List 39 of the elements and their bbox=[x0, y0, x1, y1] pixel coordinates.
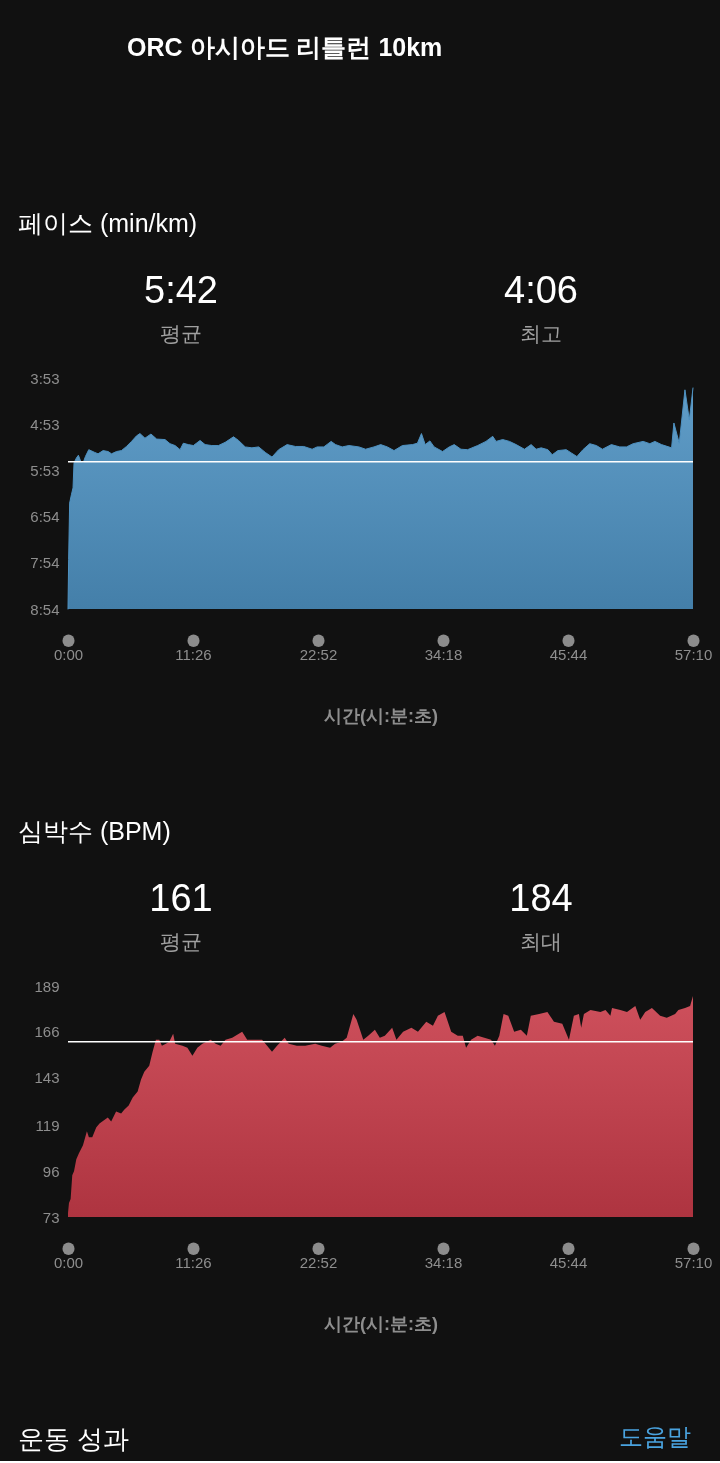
y-tick-label: 143 bbox=[34, 1069, 60, 1087]
text: 최고 bbox=[520, 322, 562, 345]
x-tick-label: 57:10 bbox=[674, 646, 713, 663]
x-tick-label: 22:52 bbox=[299, 1254, 338, 1271]
y-tick-label: 73 bbox=[42, 1208, 60, 1226]
y-tick-label: 119 bbox=[35, 1116, 60, 1134]
text: 4:06 bbox=[504, 269, 578, 311]
y-tick-label: 96 bbox=[42, 1162, 60, 1180]
text: 161 bbox=[149, 877, 213, 919]
chart-title: 페이스 (min/km) bbox=[18, 209, 198, 237]
y-tick-label: 189 bbox=[34, 977, 60, 995]
y-tick-label: 3:53 bbox=[30, 369, 60, 387]
x-axis-title: 시간(시:분:초) bbox=[324, 706, 438, 726]
text: 도움말 bbox=[619, 1423, 691, 1450]
text: 184 bbox=[509, 877, 573, 919]
y-tick-label: 4:53 bbox=[30, 415, 60, 433]
text: 최대 bbox=[520, 930, 562, 953]
text: ORC 아시아드 리틀런 10km bbox=[127, 33, 443, 61]
x-tick-label: 34:18 bbox=[424, 1254, 463, 1271]
y-tick-label: 166 bbox=[34, 1023, 60, 1041]
x-tick-label: 0:00 bbox=[53, 1254, 84, 1271]
y-tick-label: 7:54 bbox=[30, 554, 60, 572]
y-tick-label: 8:54 bbox=[30, 600, 60, 618]
text: 5:42 bbox=[144, 269, 218, 311]
text: 평균 bbox=[160, 930, 202, 953]
x-tick-label: 0:00 bbox=[53, 646, 84, 663]
y-tick-label: 5:53 bbox=[30, 461, 60, 479]
text: 운동 성과 bbox=[18, 1424, 130, 1454]
text: 평균 bbox=[160, 322, 202, 345]
x-tick-label: 57:10 bbox=[674, 1254, 713, 1271]
x-tick-label: 11:26 bbox=[175, 1254, 212, 1271]
x-tick-label: 45:44 bbox=[549, 1254, 588, 1271]
x-tick-label: 34:18 bbox=[424, 646, 463, 663]
x-tick-label: 22:52 bbox=[299, 646, 338, 663]
y-tick-label: 6:54 bbox=[30, 508, 60, 526]
x-tick-label: 11:26 bbox=[175, 646, 212, 663]
x-axis-title: 시간(시:분:초) bbox=[324, 1314, 438, 1334]
chart-title: 심박수 (BPM) bbox=[18, 817, 171, 845]
x-tick-label: 45:44 bbox=[549, 646, 588, 663]
